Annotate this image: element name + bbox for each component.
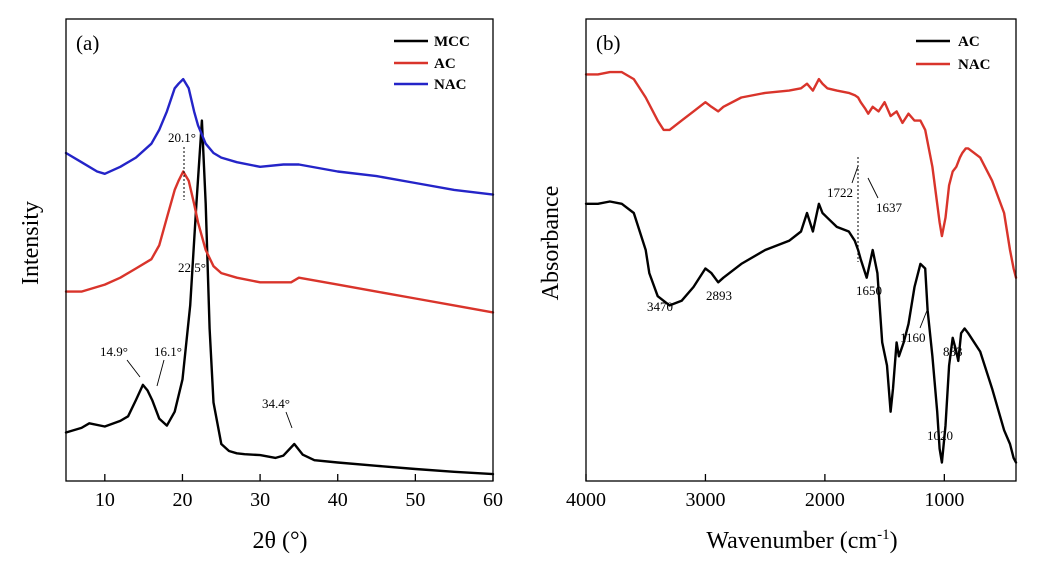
panel-a-label: (a) <box>76 31 99 55</box>
panel-b-x-tick-label-1000: 1000 <box>924 489 964 511</box>
legend-label-ac: AC <box>434 56 456 72</box>
annotation-1650: 1650 <box>856 283 882 298</box>
panel-a-series-ac <box>64 170 495 314</box>
panel-a-series-mcc <box>64 119 495 476</box>
legend-label-mcc: MCC <box>434 34 470 50</box>
annotation-1637: 1637 <box>876 200 903 215</box>
annotation-2893: 2893 <box>706 288 732 303</box>
annotation-3470: 3470 <box>647 299 673 314</box>
panel-a-x-tick-label-60: 60 <box>483 489 503 511</box>
annotation-1722: 1722 <box>827 185 853 200</box>
panel-a-frame <box>65 18 494 482</box>
annotation-1020: 1020 <box>927 428 953 443</box>
annotation-34-4: 34.4° <box>262 396 290 411</box>
panel-a-x-ticks: 10 20 30 40 50 60 <box>95 474 503 511</box>
panel-b-series-ac <box>584 200 1018 464</box>
arrow-1637 <box>867 177 879 199</box>
legend-label-ac: AC <box>958 34 980 50</box>
panel-a-x-tick-label-10: 10 <box>95 489 115 511</box>
panel-b-x-tick-label-4000: 4000 <box>566 489 606 511</box>
panel-a-legend: MCC AC NAC <box>394 34 470 93</box>
annotation-1160: 1160 <box>900 330 926 345</box>
panel-b-annotations: 1722 1637 1650 3470 2893 1160 883 1020 <box>647 165 963 443</box>
legend-label-nac: NAC <box>434 77 467 93</box>
panel-b-x-tick-label-3000: 3000 <box>685 489 725 511</box>
panel-b: 4000 3000 2000 1000 (b) AC NAC 1722 1637 16… <box>538 18 1018 554</box>
panel-a: 10 20 30 40 50 60 (a) MCC AC NAC 20.1° 22.5° … <box>18 18 503 554</box>
annotation-883: 883 <box>943 344 963 359</box>
panel-a-x-tick-label-30: 30 <box>250 489 270 511</box>
panel-a-x-tick-label-50: 50 <box>405 489 425 511</box>
annotation-14-9: 14.9° <box>100 344 128 359</box>
panel-a-x-axis-title: 2θ (°) <box>252 528 307 554</box>
panel-b-label: (b) <box>596 31 621 55</box>
panel-b-frame <box>585 18 1017 482</box>
arrow-16-1 <box>156 359 165 387</box>
panel-a-x-tick-label-20: 20 <box>172 489 192 511</box>
panel-a-y-axis-title: Intensity <box>18 201 44 285</box>
panel-b-x-tick-label-2000: 2000 <box>805 489 845 511</box>
annotation-16-1: 16.1° <box>154 344 182 359</box>
panel-b-series <box>584 70 1018 464</box>
legend-label-nac: NAC <box>958 57 991 73</box>
arrow-1722 <box>851 165 859 184</box>
panel-b-legend: AC NAC <box>916 34 991 73</box>
panel-b-x-ticks: 4000 3000 2000 1000 <box>566 474 964 511</box>
panel-a-annotations: 20.1° 22.5° 14.9° 16.1° 34.4° <box>100 130 293 429</box>
panel-b-x-axis-title: Wavenumber (cm-1) <box>706 527 897 554</box>
arrow-14-9 <box>126 359 141 378</box>
panel-b-y-axis-title: Absorbance <box>538 186 564 301</box>
arrow-34-4 <box>285 411 293 429</box>
annotation-20-1: 20.1° <box>168 130 196 145</box>
panel-a-series <box>64 77 495 476</box>
panel-a-x-tick-label-40: 40 <box>328 489 348 511</box>
panel-b-series-nac <box>584 70 1018 279</box>
arrow-1160 <box>919 307 929 329</box>
panel-a-series-nac <box>64 77 495 196</box>
annotation-22-5: 22.5° <box>178 260 206 275</box>
